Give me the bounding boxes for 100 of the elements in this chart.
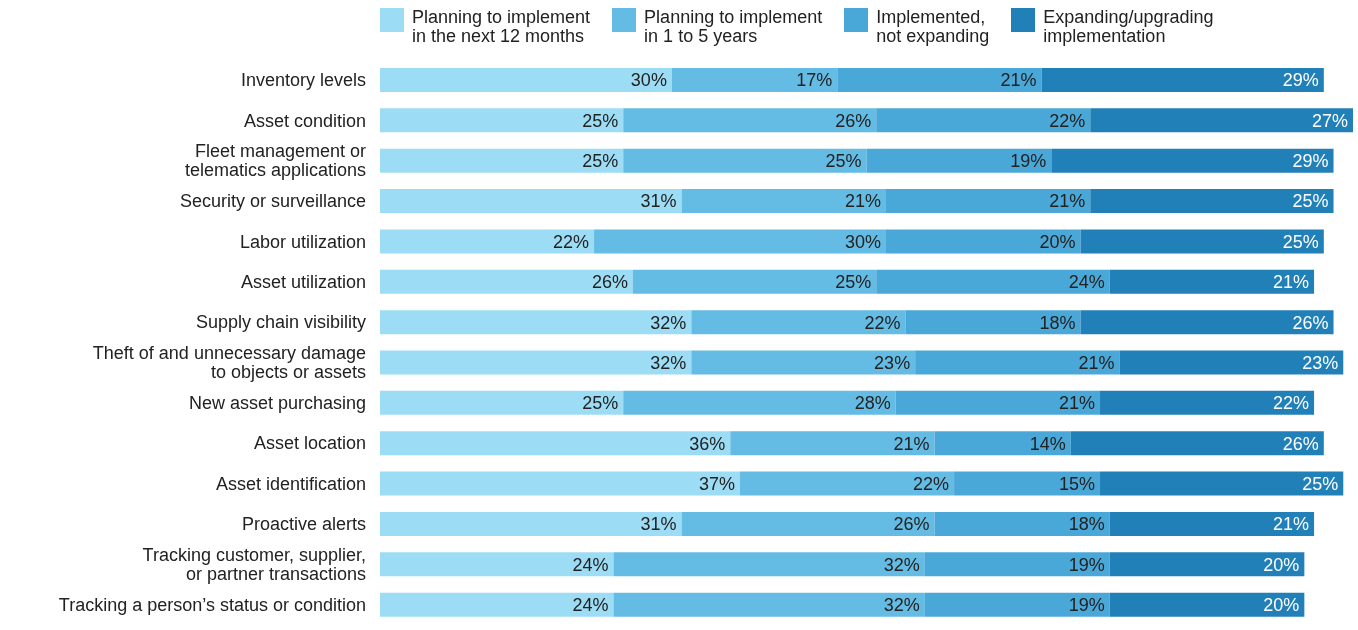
y-tick-label: Security or surveillance	[179, 191, 366, 212]
data-label: 21%	[1000, 70, 1037, 91]
data-label: 18%	[1039, 312, 1076, 333]
bar	[866, 148, 1052, 173]
data-label: 30%	[844, 231, 881, 252]
data-label: 26%	[893, 514, 930, 535]
data-label: 29%	[1282, 70, 1319, 91]
legend-label: Planning to implement in 1 to 5 years	[644, 7, 823, 46]
bar	[895, 390, 1101, 415]
y-tick-label: Tracking a person’s status or condition	[58, 594, 366, 615]
data-label: 21%	[1049, 191, 1086, 212]
data-label: 37%	[698, 473, 736, 494]
bar	[380, 68, 672, 92]
bar	[623, 108, 877, 133]
data-label: 26%	[835, 110, 872, 131]
bar	[1051, 148, 1334, 173]
y-tick-label: Fleet management or telematics applications	[184, 141, 366, 181]
legend-label: Expanding/upgrading implementation	[1043, 7, 1214, 46]
data-label: 19%	[1068, 554, 1105, 575]
data-label: 29%	[1292, 151, 1329, 172]
data-label: 22%	[1049, 110, 1086, 131]
data-label: 26%	[1292, 312, 1329, 333]
data-label: 36%	[689, 433, 726, 454]
bar	[691, 310, 906, 335]
bar	[1070, 431, 1324, 456]
y-tick-label: Asset utilization	[240, 271, 366, 292]
data-label: 32%	[883, 595, 920, 616]
bar	[730, 431, 935, 456]
bar	[1109, 592, 1305, 617]
data-label: 22%	[864, 312, 901, 333]
bar	[905, 310, 1081, 335]
bar	[380, 592, 614, 617]
bar	[380, 471, 741, 496]
data-label: 22%	[553, 231, 590, 252]
data-label: 25%	[582, 151, 619, 172]
legend-label: Implemented, not expanding	[876, 7, 990, 46]
data-label: 21%	[1058, 393, 1096, 414]
y-tick-label: Supply chain visibility	[195, 312, 366, 333]
data-label: 28%	[854, 393, 891, 414]
bar	[380, 189, 682, 214]
bar	[934, 511, 1110, 536]
bar	[380, 229, 595, 254]
data-label: 27%	[1311, 110, 1348, 131]
bar	[623, 148, 867, 173]
data-label: 25%	[1282, 231, 1319, 252]
bar	[623, 390, 896, 415]
bar	[380, 350, 692, 375]
bar	[380, 552, 614, 577]
data-label: 20%	[1039, 231, 1076, 252]
bar	[837, 68, 1042, 92]
bar	[613, 552, 925, 577]
bar	[380, 108, 624, 133]
data-label: 14%	[1029, 433, 1066, 454]
y-tick-label: Labor utilization	[239, 231, 366, 252]
bar	[924, 592, 1110, 617]
data-label: 19%	[1010, 151, 1047, 172]
bar	[1100, 390, 1315, 415]
data-label: 15%	[1058, 473, 1096, 494]
data-label: 22%	[1273, 393, 1310, 414]
data-label: 21%	[1273, 514, 1310, 535]
data-label: 26%	[591, 272, 628, 293]
bar	[1109, 552, 1305, 577]
data-label: 22%	[913, 473, 950, 494]
bar	[380, 269, 633, 294]
data-label: 25%	[835, 272, 872, 293]
bar	[954, 471, 1101, 496]
data-label: 21%	[844, 191, 881, 212]
data-label: 21%	[1078, 352, 1115, 373]
data-label: 30%	[630, 70, 667, 91]
data-label: 18%	[1068, 514, 1105, 535]
y-tick-label: Asset location	[253, 433, 366, 454]
bar	[1109, 269, 1315, 294]
bar	[1119, 350, 1344, 375]
bar	[1041, 68, 1324, 92]
bar	[924, 552, 1110, 577]
bar	[380, 310, 692, 335]
data-label: 32%	[883, 554, 920, 575]
data-label: 25%	[582, 110, 619, 131]
data-label: 31%	[640, 514, 677, 535]
y-tick-label: Proactive alerts	[241, 514, 366, 535]
data-label: 20%	[1263, 595, 1300, 616]
bar	[380, 511, 682, 536]
data-label: 19%	[1068, 595, 1105, 616]
data-label: 26%	[1282, 433, 1319, 454]
bar	[1090, 189, 1334, 214]
data-label: 32%	[650, 312, 687, 333]
y-tick-label: New asset purchasing	[188, 393, 366, 414]
bar	[691, 350, 916, 375]
data-label: 21%	[1273, 272, 1310, 293]
y-tick-label: Asset identification	[215, 473, 366, 494]
data-label: 21%	[893, 433, 930, 454]
bar	[885, 189, 1091, 214]
data-label: 20%	[1263, 554, 1300, 575]
data-label: 24%	[1068, 272, 1105, 293]
bar	[1109, 511, 1315, 536]
y-tick-label: Tracking customer, supplier, or partner transactions	[142, 544, 366, 584]
bar	[681, 511, 935, 536]
data-label: 24%	[572, 554, 609, 575]
bar	[594, 229, 886, 254]
bar	[1100, 471, 1344, 496]
